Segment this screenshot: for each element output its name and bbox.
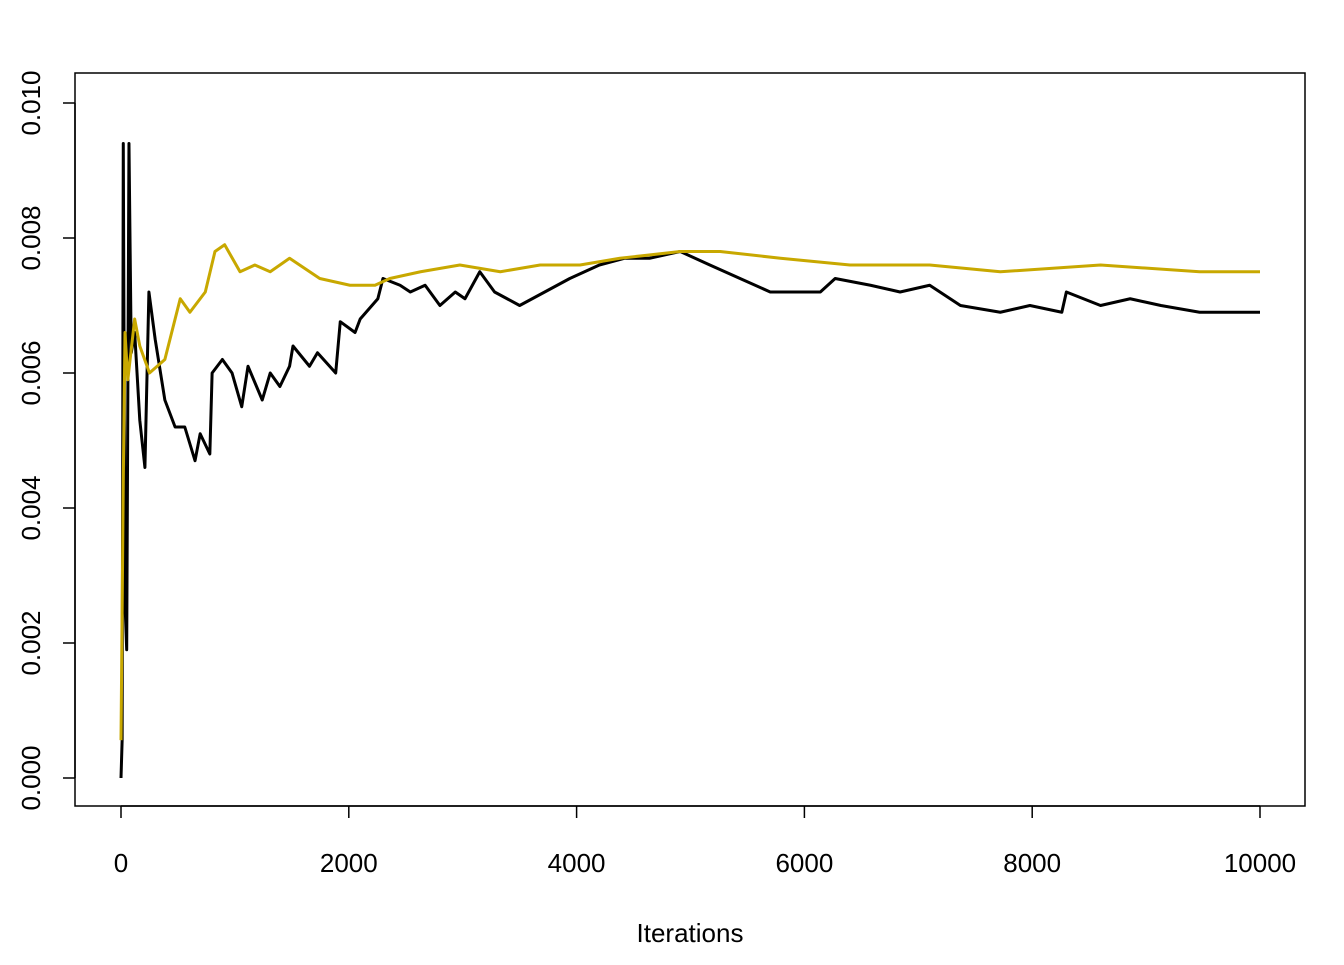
series-line (119, 243, 1260, 741)
x-tick-label: 10000 (1224, 848, 1296, 878)
series-line (119, 142, 1260, 779)
y-tick-label: 0.008 (16, 205, 46, 270)
y-tick-label: 0.002 (16, 610, 46, 675)
x-axis-label: Iterations (637, 918, 744, 948)
x-tick-label: 2000 (320, 848, 378, 878)
y-tick-label: 0.000 (16, 745, 46, 810)
y-tick-label: 0.004 (16, 475, 46, 540)
plot-box (74, 72, 1306, 807)
y-tick-label: 0.010 (16, 70, 46, 135)
x-tick-label: 4000 (548, 848, 606, 878)
x-tick-label: 8000 (1003, 848, 1061, 878)
x-tick-label: 0 (114, 848, 128, 878)
x-tick-label: 6000 (775, 848, 833, 878)
y-tick-label: 0.006 (16, 340, 46, 405)
